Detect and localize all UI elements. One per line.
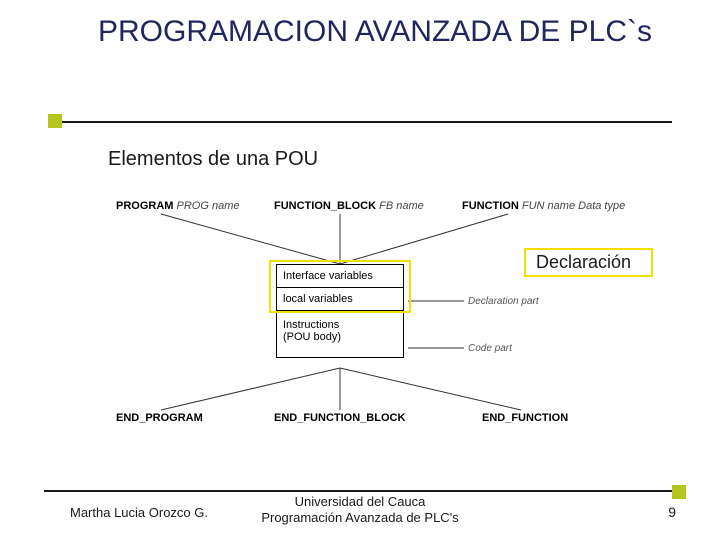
label-declaracion: Declaración bbox=[524, 248, 653, 277]
label-declaration-part: Declaration part bbox=[468, 296, 539, 307]
end-function-block: END_FUNCTION_BLOCK bbox=[274, 412, 405, 424]
footer-page-number: 9 bbox=[668, 504, 676, 520]
it-program: PROG name bbox=[177, 200, 240, 212]
header-function: FUNCTION FUN name Data type bbox=[462, 200, 625, 212]
label-code-part: Code part bbox=[468, 343, 512, 354]
row-instructions: Instructions (POU body) bbox=[277, 311, 403, 357]
footer-university: Universidad del Cauca Programación Avanz… bbox=[0, 494, 720, 527]
title-underline bbox=[62, 121, 672, 123]
slide-title: PROGRAMACION AVANZADA DE PLC`s bbox=[98, 14, 652, 50]
footer-uni-line2: Programación Avanzada de PLC's bbox=[261, 510, 458, 525]
kw-fun: FUNCTION bbox=[462, 200, 519, 212]
header-program: PROGRAM PROG name bbox=[116, 200, 239, 212]
kw-fb: FUNCTION_BLOCK bbox=[274, 200, 376, 212]
pou-diagram: PROGRAM PROG name FUNCTION_BLOCK FB name… bbox=[116, 200, 658, 435]
slide-subtitle: Elementos de una POU bbox=[108, 148, 318, 171]
title-accent-square bbox=[48, 114, 62, 128]
it-fun: FUN name Data type bbox=[522, 200, 625, 212]
header-function-block: FUNCTION_BLOCK FB name bbox=[274, 200, 424, 212]
footer-line bbox=[44, 490, 674, 492]
footer-uni-line1: Universidad del Cauca bbox=[295, 494, 426, 509]
end-function: END_FUNCTION bbox=[482, 412, 568, 424]
kw-program: PROGRAM bbox=[116, 200, 173, 212]
highlight-declaration-box bbox=[269, 260, 411, 313]
it-fb: FB name bbox=[379, 200, 424, 212]
end-program: END_PROGRAM bbox=[116, 412, 203, 424]
